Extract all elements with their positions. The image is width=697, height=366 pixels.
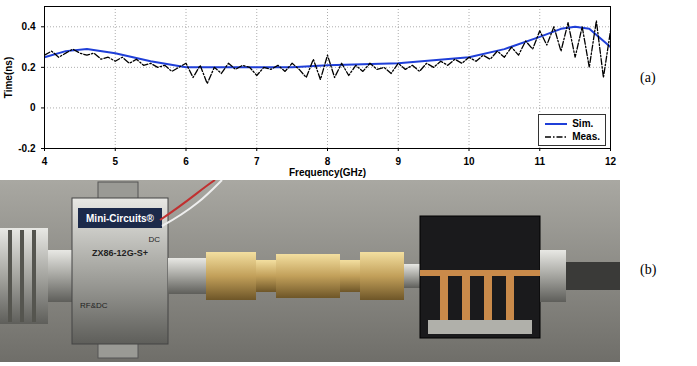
svg-text:0.4: 0.4 xyxy=(22,21,36,32)
svg-text:0: 0 xyxy=(30,102,36,113)
svg-text:RF&DC: RF&DC xyxy=(80,301,108,310)
svg-text:6: 6 xyxy=(183,156,189,167)
svg-text:4: 4 xyxy=(42,156,48,167)
svg-text:7: 7 xyxy=(254,156,260,167)
svg-text:11: 11 xyxy=(534,156,545,167)
svg-text:Frequency(GHz): Frequency(GHz) xyxy=(289,167,366,178)
svg-text:9: 9 xyxy=(395,156,401,167)
svg-text:DC: DC xyxy=(148,235,160,244)
html-text:(a): (a) xyxy=(640,70,656,85)
html-text:(b): (b) xyxy=(640,262,657,277)
svg-text:12: 12 xyxy=(605,156,617,167)
svg-text:Mini-Circuits®: Mini-Circuits® xyxy=(86,213,155,224)
svg-text:10: 10 xyxy=(463,156,475,167)
svg-text:8: 8 xyxy=(325,156,331,167)
svg-text:5: 5 xyxy=(112,156,118,167)
svg-text:ZX86-12G-S+: ZX86-12G-S+ xyxy=(92,248,148,258)
svg-text:Time(ns): Time(ns) xyxy=(3,57,14,99)
svg-text:-0.2: -0.2 xyxy=(18,143,36,154)
html-text:Sim.: Sim. xyxy=(572,118,594,129)
svg-text:0.2: 0.2 xyxy=(22,62,36,73)
html-text:Meas.: Meas. xyxy=(572,131,600,142)
